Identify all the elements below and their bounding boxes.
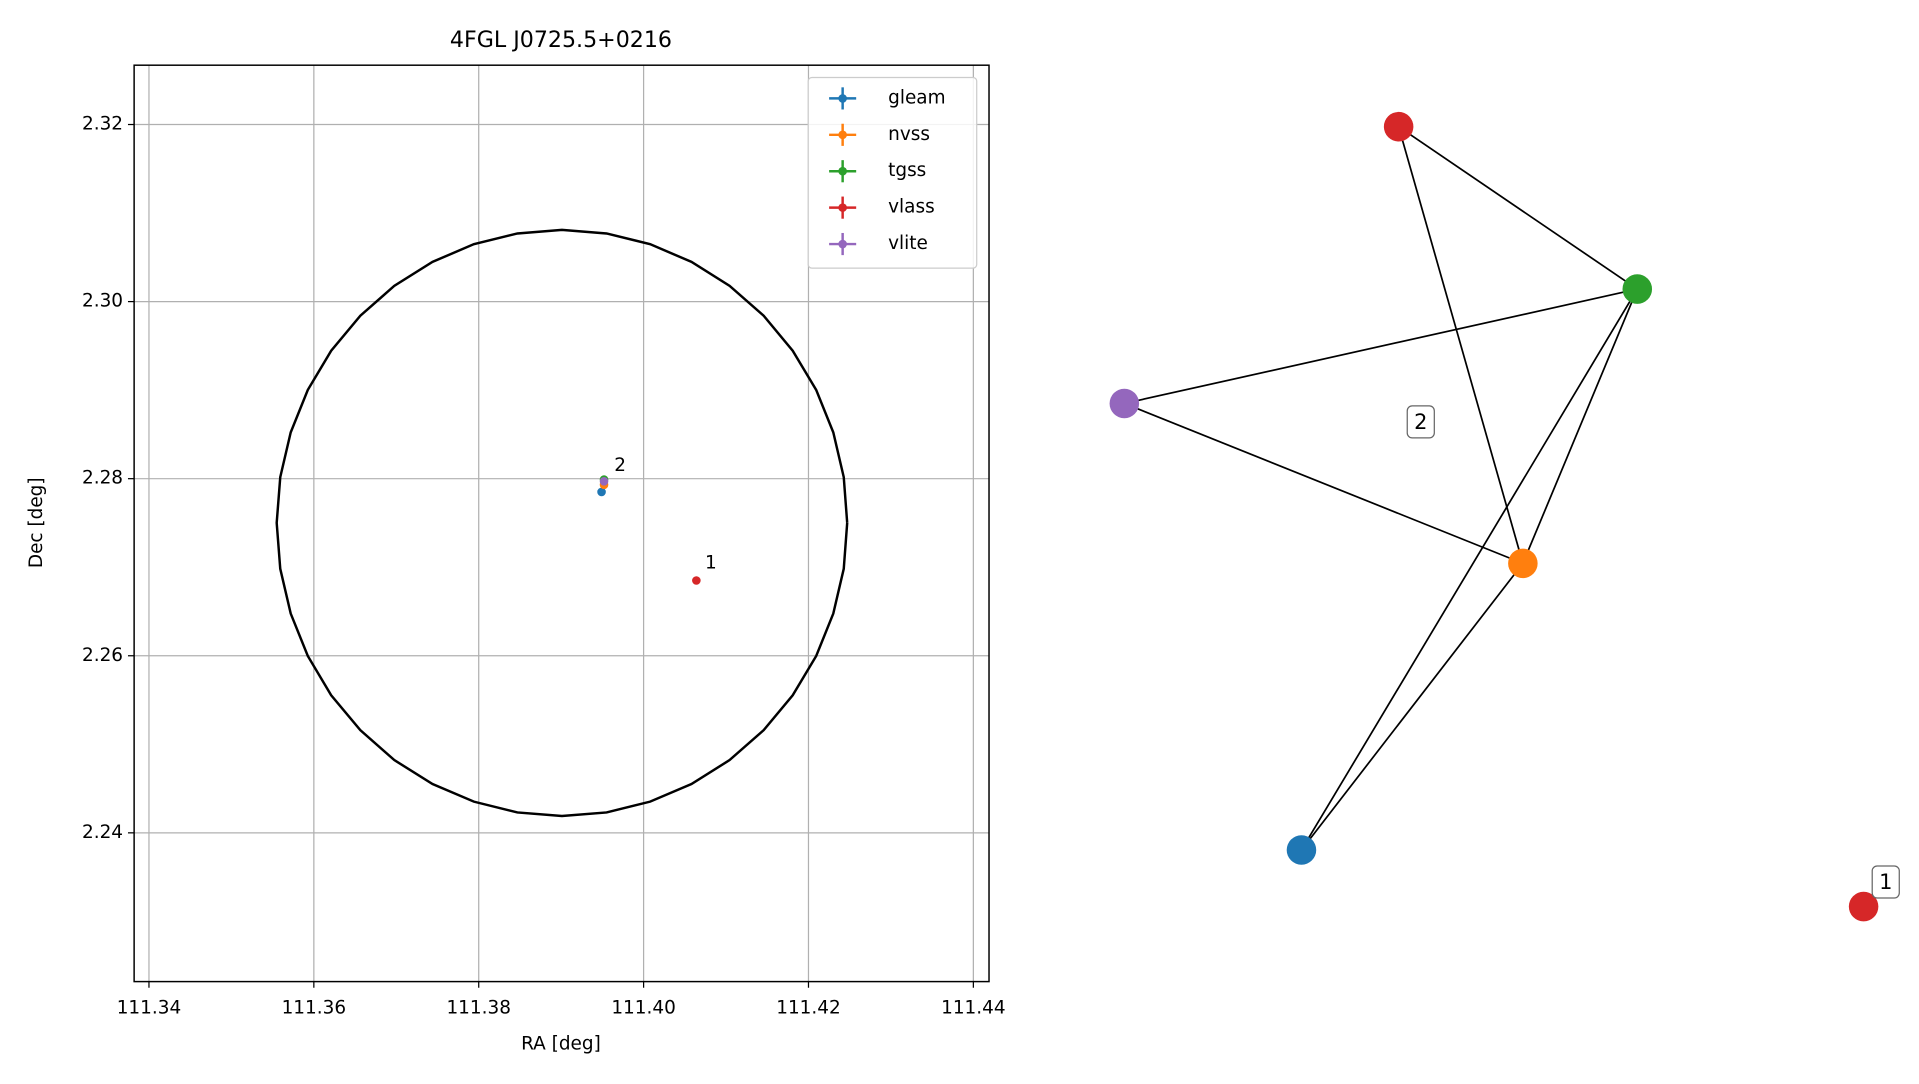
annotation: 1 (705, 553, 717, 574)
error-circle (275, 228, 849, 818)
chart-title: 4FGL J0725.5+0216 (450, 27, 672, 53)
edge (1522, 288, 1639, 564)
axes-frame (133, 64, 990, 983)
legend-marker (838, 166, 847, 176)
y-tick-label: 2.28 (82, 468, 123, 489)
annotation: 2 (1414, 410, 1427, 434)
legend-label: gleam (888, 87, 945, 108)
node (1508, 548, 1538, 579)
edge (1124, 288, 1638, 405)
x-tick-label: 111.36 (282, 998, 347, 1019)
y-tick-label: 2.24 (82, 822, 123, 843)
edge (1397, 126, 1524, 564)
x-tick-label: 111.40 (611, 998, 676, 1019)
legend-box (807, 76, 978, 269)
edge (1124, 402, 1524, 565)
legend-label: tgss (888, 160, 926, 181)
data-point (599, 477, 609, 486)
annotation-box (1406, 405, 1435, 439)
y-tick-label: 2.26 (82, 645, 123, 666)
edge (1300, 288, 1639, 851)
edge (1398, 125, 1638, 290)
data-point (692, 576, 701, 585)
data-point (597, 487, 606, 497)
legend-marker (838, 130, 847, 140)
legend-label: vlass (888, 197, 935, 218)
legend-label: vlite (888, 233, 928, 254)
y-tick-label: 2.32 (82, 114, 123, 135)
legend-marker (838, 239, 847, 249)
annotation: 1 (1879, 870, 1892, 894)
y-axis-label: Dec [deg] (26, 477, 47, 568)
legend-marker (838, 94, 847, 103)
legend-label: nvss (888, 124, 930, 145)
node (1848, 891, 1879, 922)
edge (1300, 562, 1524, 851)
x-tick-label: 111.34 (117, 998, 182, 1019)
x-tick-label: 111.38 (446, 998, 511, 1019)
x-axis-label: RA [deg] (521, 1033, 601, 1054)
annotation-box (1871, 865, 1900, 899)
node (1109, 388, 1140, 419)
node (1622, 274, 1653, 304)
y-tick-label: 2.30 (82, 291, 123, 312)
annotation: 2 (614, 455, 626, 476)
legend-marker (838, 203, 847, 212)
node (1286, 835, 1317, 865)
x-tick-label: 111.44 (941, 998, 1006, 1019)
node (1383, 111, 1414, 142)
x-tick-label: 111.42 (776, 998, 841, 1019)
